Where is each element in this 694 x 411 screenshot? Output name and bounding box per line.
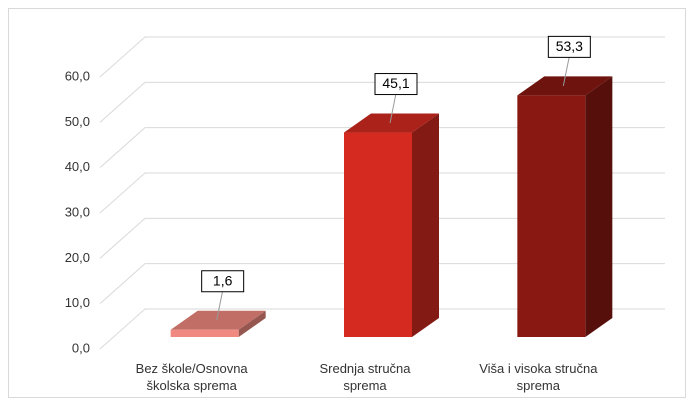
value-label: 1,6 bbox=[213, 272, 233, 288]
bar-side bbox=[238, 310, 266, 337]
y-tick-label: 20,0 bbox=[65, 250, 90, 265]
grid-line bbox=[99, 217, 665, 259]
grid-line bbox=[99, 127, 665, 169]
grid-line bbox=[99, 172, 665, 214]
y-tick-label: 40,0 bbox=[65, 159, 90, 174]
value-label: 45,1 bbox=[382, 75, 409, 91]
value-label-box bbox=[547, 35, 591, 58]
value-label-box bbox=[201, 270, 245, 293]
x-tick-label: Bez škole/Osnovna školska sprema bbox=[136, 361, 249, 393]
x-tick-label: Viša i visoka stručna sprema bbox=[479, 361, 598, 393]
bar bbox=[517, 95, 586, 337]
grid-line bbox=[99, 36, 665, 78]
bar-side bbox=[585, 76, 613, 337]
x-tick-label: Srednja stručna sprema bbox=[319, 361, 411, 393]
value-label: 53,3 bbox=[556, 38, 583, 54]
y-tick-label: 30,0 bbox=[65, 204, 90, 219]
grid-line bbox=[99, 308, 665, 350]
grid-line bbox=[99, 81, 665, 123]
bar-top bbox=[344, 113, 439, 133]
bar-side bbox=[412, 113, 439, 338]
callout-line bbox=[216, 290, 224, 321]
y-tick-label: 60,0 bbox=[65, 68, 90, 83]
bar-top bbox=[517, 76, 613, 96]
callout-line bbox=[562, 56, 570, 86]
bar-top bbox=[170, 310, 266, 330]
value-label-box bbox=[374, 73, 418, 96]
callout-line bbox=[389, 93, 397, 124]
y-tick-label: 10,0 bbox=[65, 295, 90, 310]
bar bbox=[170, 329, 239, 337]
y-tick-label: 0,0 bbox=[72, 340, 90, 355]
grid-line bbox=[99, 263, 665, 305]
y-tick-label: 50,0 bbox=[65, 114, 90, 129]
bar bbox=[344, 132, 412, 337]
